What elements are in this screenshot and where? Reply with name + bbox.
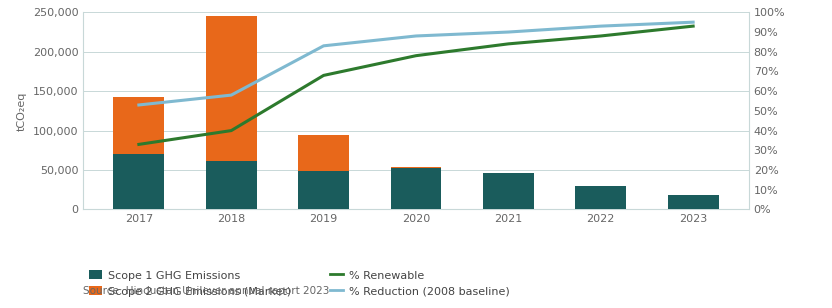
Bar (298, 135, 349, 171)
Bar (668, 195, 719, 209)
Bar (206, 16, 256, 160)
Bar (576, 186, 626, 209)
Bar (390, 167, 442, 168)
Bar (390, 168, 442, 209)
Y-axis label: tCO₂eq: tCO₂eq (17, 91, 27, 131)
Bar (298, 171, 349, 209)
Text: Source: Hindustan Unilever annual report 2023: Source: Hindustan Unilever annual report… (83, 286, 329, 296)
Bar (206, 160, 256, 209)
Legend: Scope 1 GHG Emissions, Scope 2 GHG Emissions (Market), % Renewable, % Reduction : Scope 1 GHG Emissions, Scope 2 GHG Emiss… (89, 270, 509, 297)
Bar (113, 97, 164, 154)
Bar (113, 154, 164, 209)
Bar (483, 173, 534, 209)
